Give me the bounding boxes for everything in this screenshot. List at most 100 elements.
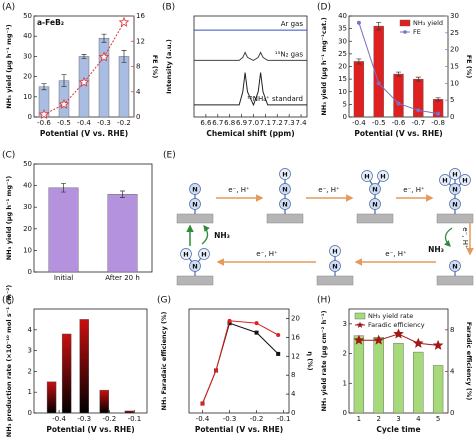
y2-tick-label: 0 — [450, 409, 454, 417]
y-tick-label: 20 — [23, 225, 32, 233]
marker — [373, 334, 385, 345]
step-label: e⁻, H⁺ — [461, 227, 469, 249]
marker — [58, 98, 70, 109]
marker — [376, 81, 381, 86]
marker — [356, 20, 361, 25]
x-tick-label: 7.2 — [272, 119, 283, 127]
y-tick-label: 0 — [28, 409, 32, 417]
x-tick-label: -0.4 — [196, 415, 210, 423]
bar — [353, 335, 365, 414]
x-tick-label: -0.4 — [352, 119, 366, 127]
atom-label: N — [192, 263, 197, 271]
panel-label: (C) — [2, 151, 15, 161]
y2-tick-label: 4 — [291, 390, 296, 398]
atom-label: N — [452, 201, 457, 209]
marker — [393, 328, 404, 339]
atom-label: N — [452, 186, 457, 194]
bar — [353, 61, 365, 118]
y-axis-label: NH₃ yield (μg h⁻¹ mg⁻¹) — [5, 176, 13, 261]
error-bar — [81, 54, 87, 59]
atom-label: H — [201, 251, 206, 259]
y-tick-label: 4 — [28, 326, 33, 334]
y-tick-label: 40 — [23, 182, 32, 190]
x-tick-label: 3 — [396, 415, 400, 423]
marker — [227, 318, 232, 323]
error-bar — [415, 76, 421, 82]
bar — [432, 365, 444, 414]
y2-tick-label: 16 — [291, 333, 300, 341]
atom-label: N — [282, 186, 287, 194]
atom-label: H — [380, 173, 385, 181]
panel-label: (F) — [2, 296, 14, 306]
x-tick-label: -0.4 — [77, 119, 91, 127]
surface — [356, 213, 394, 224]
curve-label: Ar gas — [281, 20, 304, 28]
surface — [436, 275, 474, 286]
bar — [413, 351, 424, 414]
atom-label: N — [372, 201, 377, 209]
atom — [377, 170, 389, 182]
marker — [227, 321, 232, 326]
product-label: NH₃ — [214, 231, 230, 240]
x-tick-label: Initial — [54, 274, 73, 282]
legend-swatch — [356, 321, 364, 328]
error-bar — [356, 58, 362, 65]
bar — [61, 333, 72, 414]
surface — [316, 275, 354, 286]
panel-label: (B) — [162, 3, 175, 13]
x-tick-label: -0.7 — [411, 119, 425, 127]
x-tick-label: -0.5 — [372, 119, 386, 127]
y-tick-label: 30 — [338, 37, 347, 45]
marker — [254, 321, 259, 326]
x-tick-label: -0.2 — [250, 415, 264, 423]
line — [43, 22, 125, 115]
y2-tick-label: 8 — [291, 371, 295, 379]
plot-frame — [33, 308, 148, 414]
marker — [98, 51, 110, 62]
x-tick-label: 7.3 — [284, 119, 295, 127]
error-bar — [435, 97, 441, 102]
error-bar — [61, 74, 67, 88]
y-tick-label: 40 — [23, 32, 32, 40]
legend-swatch — [399, 19, 411, 27]
y2-tick-label: 4 — [136, 88, 141, 96]
y2-tick-label: 10 — [450, 79, 459, 87]
x-tick-label: 7.1 — [260, 119, 271, 127]
error-bar — [120, 190, 125, 198]
y-tick-label: 30 — [23, 52, 32, 60]
y2-axis-label: Faradic efficiency (%) — [465, 322, 473, 401]
atom — [279, 183, 291, 195]
atom — [449, 198, 461, 210]
y-axis-label: NH₃ yield (μg h⁻¹ mg⁻¹cat.) — [320, 17, 328, 115]
error-bar — [121, 49, 127, 63]
legend-swatch — [403, 30, 407, 34]
marker — [432, 339, 444, 350]
line — [202, 322, 279, 404]
y-tick-label: 50 — [23, 160, 32, 168]
plot-frame — [188, 308, 290, 414]
atom — [329, 260, 341, 272]
y2-tick-label: 12 — [291, 352, 300, 360]
x-axis-label: Chemical shift (ppm) — [206, 129, 294, 138]
y-tick-label: 0 — [28, 113, 32, 121]
line — [202, 320, 279, 404]
y-tick-label: 0 — [28, 268, 32, 276]
y2-tick-label: 30 — [450, 12, 459, 20]
marker — [396, 101, 401, 106]
atom — [279, 168, 291, 180]
bar — [46, 381, 57, 414]
surface — [176, 275, 214, 286]
atom — [279, 198, 291, 210]
x-axis-label: Potential (V vs. RHE) — [354, 129, 442, 138]
atom-label: H — [282, 171, 287, 179]
y2-tick-label: 20 — [291, 314, 300, 322]
y2-tick-label: 25 — [450, 29, 459, 37]
surface — [266, 213, 304, 224]
x-tick-label: 7.0 — [248, 119, 259, 127]
y2-tick-label: 0 — [450, 113, 454, 121]
atom — [449, 260, 461, 272]
bar — [79, 319, 89, 414]
bar — [48, 187, 79, 273]
y-tick-label: 0 — [343, 409, 347, 417]
y-tick-label: 1 — [28, 388, 32, 396]
